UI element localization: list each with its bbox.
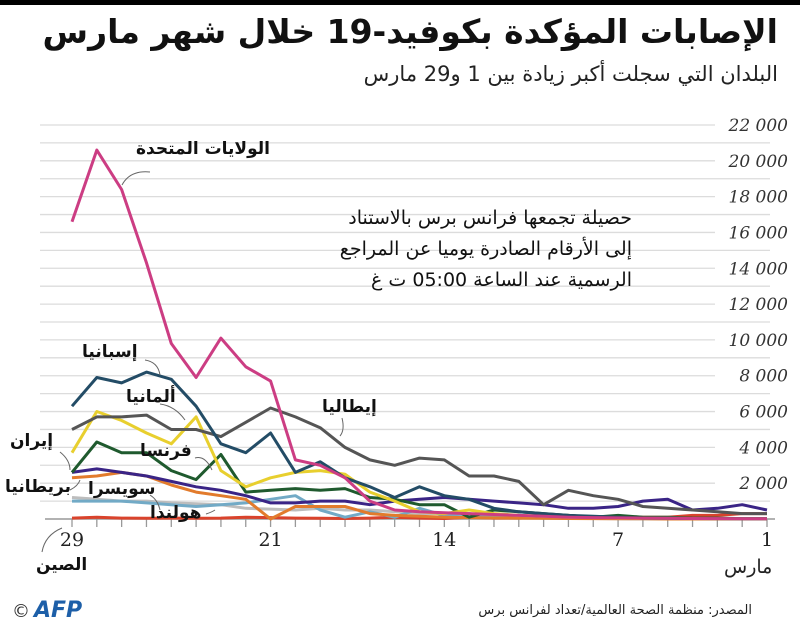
y-tick-label: 18 000 (729, 188, 789, 208)
y-tick-label: 12 000 (729, 295, 789, 315)
x-axis: 29 21 14 7 1 (45, 518, 775, 551)
x-tick-label: 21 (258, 529, 282, 551)
label-netherlands: هولندا (150, 503, 202, 523)
chart-subtitle: البلدان التي سجلت أكبر زيادة بين 1 و29 م… (363, 62, 778, 86)
series-line (71, 406, 767, 516)
label-china: الصين (36, 555, 88, 575)
afp-logo: © AFP (12, 598, 82, 623)
label-france: فرنسا (140, 441, 192, 461)
note-line: إلى الأرقام الصادرة يوميا عن المراجع (339, 238, 632, 260)
leader-italy (339, 417, 344, 437)
leader-china (41, 527, 63, 553)
label-leader-lines (41, 171, 344, 553)
chart-title: الإصابات المؤكدة بكوفيد-19 خلال شهر مارس (42, 12, 778, 51)
x-tick-label: 1 (761, 529, 773, 551)
y-tick-label: 6 000 (739, 403, 788, 423)
leader-iran (59, 451, 71, 471)
x-axis-month-label: مارس (724, 556, 773, 578)
label-uk: بريطانيا (5, 477, 71, 497)
x-tick-label: 29 (60, 529, 84, 551)
series-line (70, 148, 767, 521)
label-switzerland: سويسرا (88, 479, 156, 499)
label-iran: إيران (10, 431, 54, 451)
y-tick-label: 14 000 (729, 259, 789, 279)
y-axis-labels: 2 000 4 000 6 000 8 000 10 000 12 000 14 000 16… (728, 116, 789, 494)
leader-france (194, 457, 213, 471)
label-italy: إيطاليا (322, 397, 377, 417)
note-line: الرسمية عند الساعة 05:00 ت غ (371, 269, 632, 291)
y-tick-label: 10 000 (729, 331, 789, 351)
y-tick-label: 22 000 (728, 116, 789, 136)
y-tick-label: 16 000 (729, 223, 789, 243)
leader-us (121, 171, 151, 186)
top-bar (0, 0, 800, 5)
leader-uk (69, 479, 81, 491)
leader-spain (144, 359, 161, 376)
label-us: الولايات المتحدة (136, 139, 270, 159)
afp-logo-text: AFP (34, 598, 83, 623)
y-tick-label: 4 000 (738, 438, 788, 458)
series-lines (70, 148, 768, 521)
x-tick-label: 14 (432, 529, 456, 551)
leader-netherlands (205, 509, 216, 515)
y-tick-label: 2 000 (738, 474, 788, 494)
x-tick-label: 7 (612, 529, 624, 551)
methodology-note: حصيلة تجمعها فرانس برس بالاستناد إلى الأ… (340, 203, 632, 296)
source-text: المصدر: منظمة الصحة العالمية/تعداد لفران… (478, 603, 752, 618)
leader-germany (159, 403, 186, 421)
label-germany: ألمانيا (126, 387, 176, 407)
note-line: حصيلة تجمعها فرانس برس بالاستناد (348, 207, 632, 229)
leader-switzerland (149, 494, 161, 511)
copyright-symbol: © (12, 601, 30, 622)
y-tick-label: 8 000 (739, 367, 788, 387)
series-line (71, 467, 768, 512)
label-spain: إسبانيا (82, 342, 138, 362)
y-tick-label: 20 000 (728, 152, 789, 172)
